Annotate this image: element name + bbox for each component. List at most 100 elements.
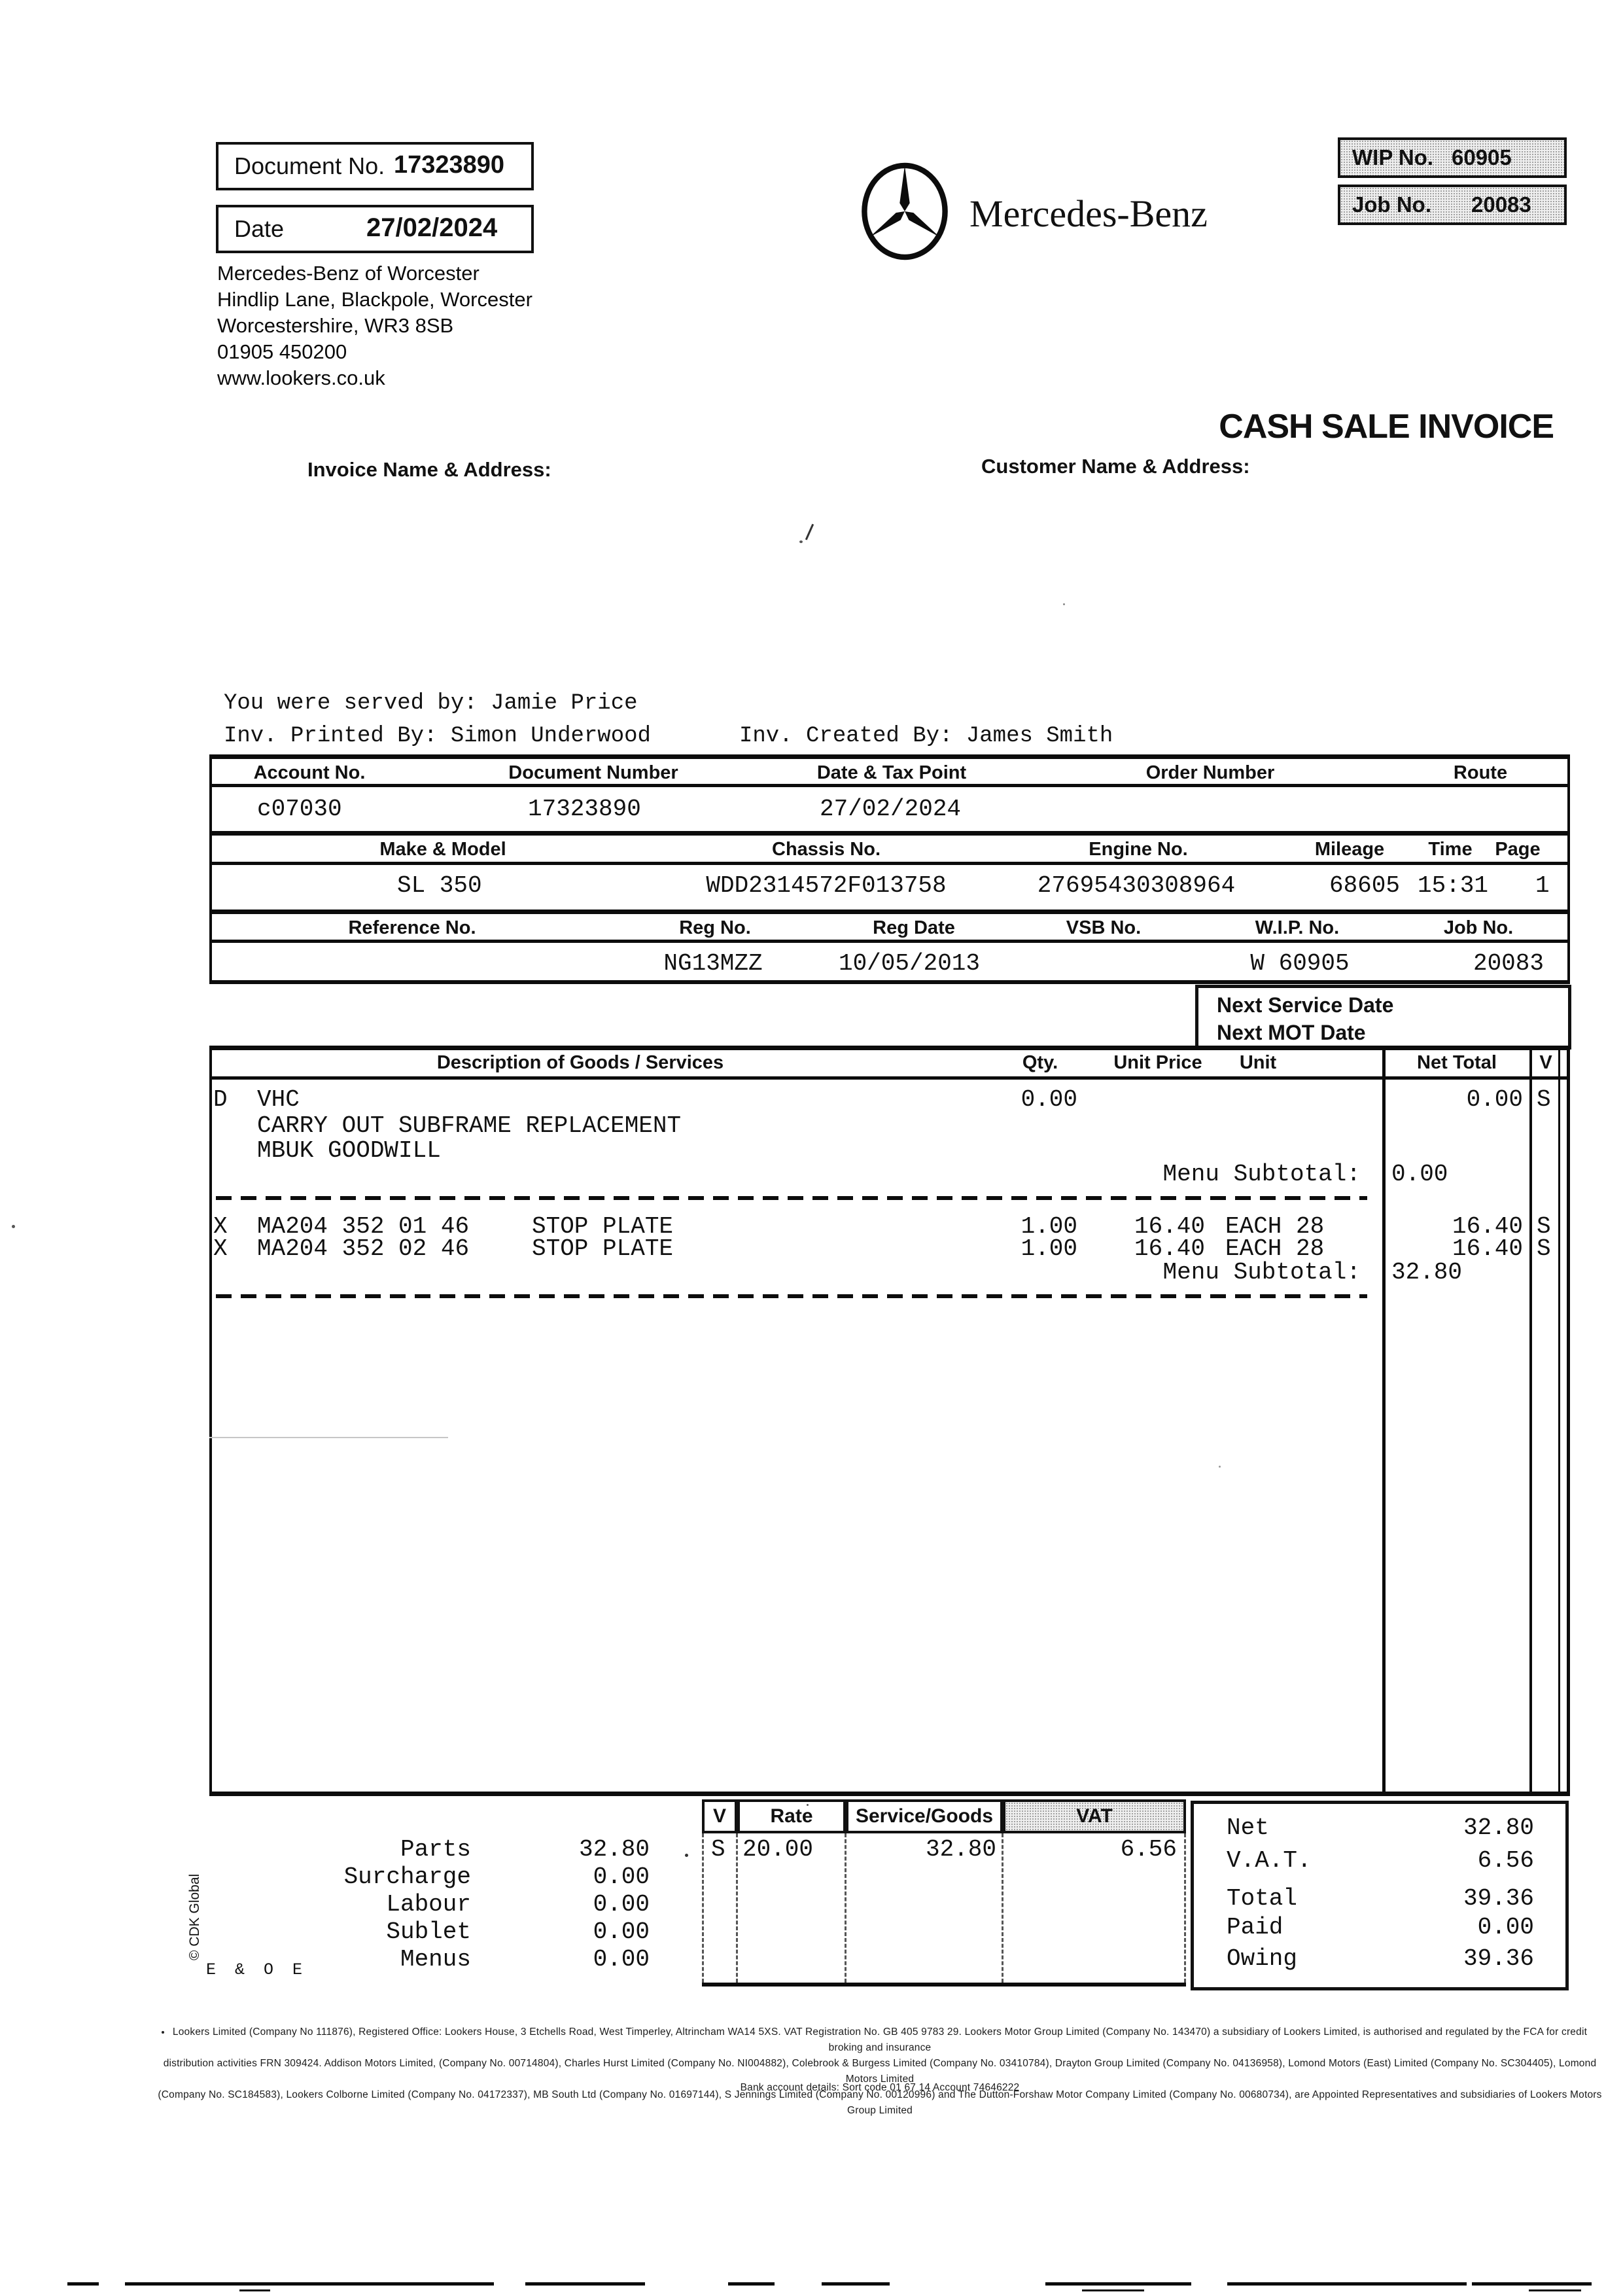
wip-no-cell: W 60905 xyxy=(1250,950,1350,977)
line-net: 16.40 xyxy=(1452,1213,1523,1240)
line-unit-price: 16.40 xyxy=(1134,1235,1205,1262)
vat-header-vat: VAT xyxy=(1076,1805,1113,1827)
goods-header-vat-code: V xyxy=(1539,1052,1552,1073)
column-header: Reg Date xyxy=(873,917,955,938)
next-mot-date-label: Next MOT Date xyxy=(1217,1021,1366,1044)
sublet-label: Sublet xyxy=(386,1918,471,1945)
reg-date-value: 10/05/2013 xyxy=(838,950,981,977)
line-part-number: MA204 352 02 46 xyxy=(257,1235,470,1262)
menu-subtotal-label: Menu Subtotal: xyxy=(1162,1161,1361,1188)
chassis-no-value: WDD2314572F013758 xyxy=(706,872,947,899)
column-header: Page xyxy=(1495,839,1541,860)
dealer-address-line: www.lookers.co.uk xyxy=(217,366,385,389)
mileage-value: 68605 xyxy=(1329,872,1400,899)
column-header: Time xyxy=(1428,839,1473,860)
job-no-cell: 20083 xyxy=(1473,950,1544,977)
line-description: MBUK GOODWILL xyxy=(257,1137,441,1164)
line-part-number: MA204 352 01 46 xyxy=(257,1213,470,1240)
legal-fine-print: Lookers Limited (Company No 111876), Reg… xyxy=(157,2024,1603,2119)
job-number-value: 20083 xyxy=(1471,192,1531,217)
line-qty: 1.00 xyxy=(1021,1235,1077,1262)
column-header: Reference No. xyxy=(348,917,476,938)
vat-row-rate: 20.00 xyxy=(742,1836,814,1863)
line-unit-price: 16.40 xyxy=(1134,1213,1205,1240)
scan-noise xyxy=(209,1437,448,1438)
line-marker: X xyxy=(213,1235,228,1262)
mercedes-star-icon xyxy=(862,162,948,260)
document-number-value: 17323890 xyxy=(394,151,505,179)
date-value: 27/02/2024 xyxy=(366,213,498,242)
column-header: Route xyxy=(1453,762,1508,783)
summary-box: Net 32.80 V.A.T. 6.56 Total 39.36 Paid 0… xyxy=(1191,1801,1569,1990)
goods-header-qty: Qty. xyxy=(1022,1052,1058,1073)
vat-row-vat: 6.56 xyxy=(1120,1836,1177,1863)
next-service-box: Next Service Date Next MOT Date xyxy=(1195,985,1571,1050)
total-label: Total xyxy=(1227,1885,1298,1912)
item-divider xyxy=(216,1294,1367,1298)
menu-subtotal-value: 32.80 xyxy=(1391,1259,1463,1286)
column-header: Account No. xyxy=(253,762,366,783)
goods-table: Description of Goods / Services Qty. Uni… xyxy=(209,1046,1570,1796)
column-header: W.I.P. No. xyxy=(1255,917,1340,938)
owing-value: 39.36 xyxy=(1463,1945,1534,1972)
legal-line: (Company No. SC184583), Lookers Colborne… xyxy=(158,2089,1602,2116)
bank-details-line: Bank account details: Sort code 01 67 14… xyxy=(740,2082,1020,2093)
line-unit: EACH 28 xyxy=(1225,1213,1325,1240)
make-model-value: SL 350 xyxy=(397,872,482,899)
scan-noise xyxy=(685,1854,688,1857)
invoice-name-address-label: Invoice Name & Address: xyxy=(307,458,551,481)
column-header: Mileage xyxy=(1314,839,1385,860)
line-net: 16.40 xyxy=(1452,1235,1523,1262)
document-number-cell: 17323890 xyxy=(528,796,641,822)
dealer-address: Mercedes-Benz of Worcester Hindlip Lane,… xyxy=(217,260,532,391)
surcharge-value: 0.00 xyxy=(593,1863,650,1890)
scan-noise xyxy=(1063,603,1065,605)
wip-number-value: 60905 xyxy=(1452,145,1512,169)
job-number-box: Job No. 20083 xyxy=(1338,185,1567,225)
paid-value: 0.00 xyxy=(1477,1914,1534,1941)
scan-noise xyxy=(12,1225,15,1228)
dealer-address-line: Hindlip Lane, Blackpole, Worcester xyxy=(217,288,532,311)
legal-line: distribution activities FRN 309424. Addi… xyxy=(163,2058,1597,2085)
paid-label: Paid xyxy=(1227,1914,1283,1941)
goods-line-item: CARRY OUT SUBFRAME REPLACEMENT xyxy=(209,1112,1570,1139)
vat-row-service-goods: 32.80 xyxy=(925,1836,996,1863)
menus-label: Menus xyxy=(400,1946,471,1973)
document-number-label: Document No. xyxy=(234,152,385,179)
legal-line: Lookers Limited (Company No 111876), Reg… xyxy=(172,2026,1588,2053)
reg-no-value: NG13MZZ xyxy=(663,950,763,977)
column-header: Document Number xyxy=(508,762,678,783)
page-value: 1 xyxy=(1535,872,1550,899)
created-by-line: Inv. Created By: James Smith xyxy=(739,724,1113,749)
column-header: Chassis No. xyxy=(772,839,881,860)
line-description: STOP PLATE xyxy=(532,1235,674,1262)
owing-label: Owing xyxy=(1227,1945,1298,1972)
vat-row-code: S xyxy=(711,1836,725,1863)
job-number-label: Job No. xyxy=(1352,192,1431,217)
account-no-value: c07030 xyxy=(257,796,342,822)
scan-noise xyxy=(1219,1466,1221,1468)
cdk-global-credit: © CDK Global xyxy=(187,1873,202,1960)
labour-value: 0.00 xyxy=(593,1891,650,1918)
engine-no-value: 27695430308964 xyxy=(1037,872,1236,899)
line-marker: D xyxy=(213,1086,228,1113)
parts-label: Parts xyxy=(400,1836,471,1863)
menus-value: 0.00 xyxy=(593,1946,650,1973)
vehicle-info-table: Account No. Document Number Date & Tax P… xyxy=(209,754,1570,984)
net-label: Net xyxy=(1227,1814,1269,1841)
line-vat-code: S xyxy=(1537,1235,1551,1262)
column-header: Make & Model xyxy=(379,839,506,860)
date-box: Date 27/02/2024 xyxy=(216,205,534,253)
vat-label: V.A.T. xyxy=(1227,1847,1312,1874)
vat-value: 6.56 xyxy=(1477,1847,1534,1874)
menu-subtotal-label: Menu Subtotal: xyxy=(1162,1259,1361,1286)
goods-line-item: D VHC 0.00 0.00 S xyxy=(209,1086,1570,1113)
sublet-value: 0.00 xyxy=(593,1918,650,1945)
line-unit: EACH 28 xyxy=(1225,1235,1325,1262)
surcharge-label: Surcharge xyxy=(343,1863,471,1890)
line-qty: 0.00 xyxy=(1021,1086,1077,1113)
scan-noise xyxy=(807,1804,809,1806)
dealer-address-line: Mercedes-Benz of Worcester xyxy=(217,262,480,285)
column-header: Job No. xyxy=(1443,917,1514,938)
line-description: STOP PLATE xyxy=(532,1213,674,1240)
